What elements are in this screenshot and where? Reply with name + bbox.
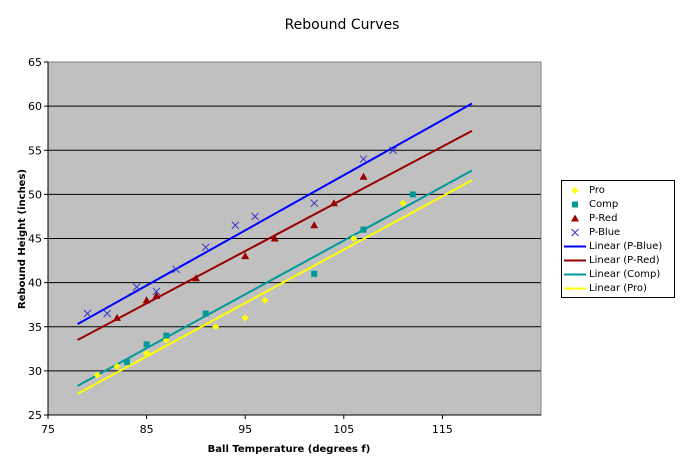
legend-item: P-Blue [562, 226, 674, 239]
legend-label: Linear (Pro) [589, 283, 647, 294]
legend: Pro Comp P-Red P-Blue Linear (P-Blue) Linear … [561, 180, 675, 298]
y-tick-label: 25 [28, 409, 42, 422]
y-tick-label: 35 [28, 321, 42, 334]
data-point [310, 199, 319, 208]
legend-item: Comp [562, 198, 674, 211]
data-point [350, 235, 358, 242]
legend-label: Linear (Comp) [589, 269, 661, 280]
x-tick-label: 85 [140, 423, 154, 436]
gridlines [48, 105, 541, 372]
y-tick-label: 55 [28, 144, 42, 157]
legend-item: Linear (Comp) [562, 268, 674, 281]
data-point [143, 349, 151, 357]
legend-symbol [564, 287, 586, 290]
data-point [123, 359, 130, 366]
data-point [231, 221, 240, 230]
x-tick-label: 95 [238, 423, 252, 436]
legend-item: Pro [562, 184, 674, 197]
legend-symbol [571, 214, 579, 222]
legend-symbol [571, 187, 579, 194]
data-point [360, 226, 367, 233]
data-point [251, 212, 259, 221]
legend-item: Linear (P-Blue) [562, 240, 674, 253]
data-point [241, 252, 250, 260]
data-point [143, 341, 150, 348]
data-point [202, 310, 209, 317]
legend-symbol [571, 228, 579, 237]
data-point [93, 371, 101, 379]
data-point [329, 199, 338, 207]
y-tick-label: 65 [28, 56, 42, 69]
data-point [152, 287, 161, 296]
legend-item: Linear (P-Red) [562, 254, 674, 267]
x-tick-label: 115 [432, 423, 453, 436]
legend-marker-swatch [571, 214, 579, 222]
trendline [77, 179, 473, 395]
data-point [201, 243, 210, 252]
legend-symbol [572, 201, 578, 208]
data-point [83, 309, 92, 318]
legend-item: Linear (Pro) [562, 282, 674, 295]
y-tick-label: 60 [28, 100, 42, 113]
legend-label: P-Red [589, 213, 618, 224]
data-point [113, 313, 122, 321]
data-point [310, 221, 319, 229]
data-point [191, 274, 200, 282]
data-point [409, 191, 416, 198]
data-point [103, 309, 112, 318]
data-point [113, 362, 121, 370]
legend-marker-swatch [571, 228, 579, 237]
y-tick-label: 45 [28, 233, 42, 246]
data-point [241, 314, 249, 322]
x-axis-label: Ball Temperature (degrees f) [208, 444, 371, 455]
data-point [359, 155, 368, 163]
data-point [152, 291, 161, 299]
legend-label: Pro [589, 185, 605, 196]
legend-label: P-Blue [589, 227, 621, 238]
x-tick-label: 105 [333, 423, 354, 436]
marker-layer [83, 146, 416, 379]
y-tick-label: 40 [28, 277, 42, 290]
data-point [261, 296, 269, 304]
data-point [163, 332, 170, 339]
data-point [142, 296, 151, 304]
legend-symbol [564, 259, 586, 262]
legend-symbol [564, 273, 586, 276]
x-tick-label: 75 [41, 423, 55, 436]
data-point [172, 265, 181, 274]
trendline [77, 169, 473, 387]
axis-ticks: 25 30 35 40 45 50 55 60 65 75 85 95 105 115 [28, 56, 541, 436]
data-point [359, 172, 368, 180]
chart-title: Rebound Curves [285, 17, 400, 33]
data-point [270, 234, 279, 242]
data-point [311, 270, 318, 277]
legend-label: Comp [589, 199, 619, 210]
legend-label: Linear (P-Red) [589, 255, 660, 266]
legend-label: Linear (P-Blue) [589, 241, 663, 252]
legend-symbol [564, 245, 586, 248]
y-tick-label: 30 [28, 365, 42, 378]
legend-marker-swatch [572, 201, 578, 208]
data-point [389, 146, 397, 155]
data-point [132, 283, 141, 291]
data-point [399, 199, 407, 207]
y-axis-label: Rebound Height (inches) [17, 169, 28, 309]
y-tick-label: 50 [28, 188, 42, 201]
legend-marker-swatch [571, 187, 579, 194]
trendline [77, 102, 473, 325]
data-point [212, 323, 220, 331]
legend-item: P-Red [562, 212, 674, 225]
